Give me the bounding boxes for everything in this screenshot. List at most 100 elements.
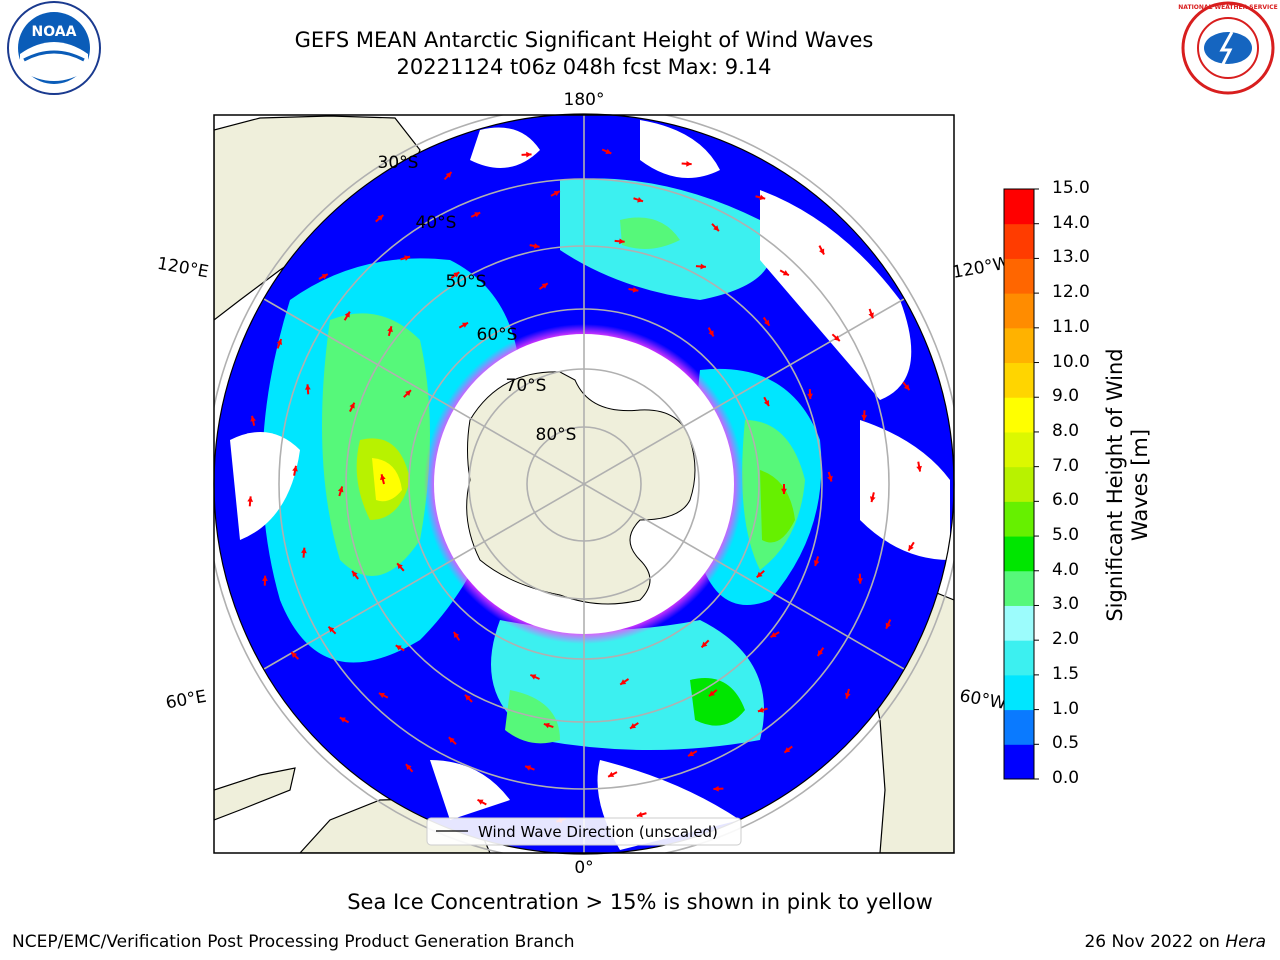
wave-arrow-head: [553, 191, 560, 197]
wave-arrow-head: [387, 326, 393, 333]
colorbar-tick-label: 10.0: [1052, 351, 1090, 372]
wave-arrow-head: [781, 488, 787, 494]
wave-arrow-head: [819, 248, 825, 255]
colorbar-tick-label: 3.0: [1052, 594, 1080, 615]
wave-arrow-head: [807, 393, 813, 400]
wave-arrow-head: [292, 465, 298, 472]
wave-arrow-head: [533, 243, 540, 249]
wave-arrow-head: [885, 622, 891, 629]
wave-arrow-head: [630, 723, 637, 729]
wave-arrow-head: [686, 160, 692, 167]
wave-arrow-head: [352, 570, 358, 577]
wave-arrow-head: [344, 311, 350, 318]
wave-arrow-head: [477, 799, 484, 805]
lon-label-0: 0°: [574, 858, 593, 878]
wave-arrow-head: [916, 465, 922, 472]
wave-arrow-head: [908, 544, 914, 551]
wave-arrow-head: [708, 690, 715, 697]
colorbar-swatch: [1004, 431, 1034, 468]
wave-arrow-head: [395, 645, 402, 651]
colorbar-tick-label: 5.0: [1052, 525, 1080, 546]
wave-arrow-head: [526, 151, 532, 158]
colorbar-tick-label: 6.0: [1052, 490, 1080, 511]
wave-arrow-head: [764, 319, 770, 326]
wave-arrow-head: [445, 172, 452, 178]
wave-arrow-head: [453, 631, 460, 638]
wave-arrow-head: [784, 747, 791, 753]
colorbar-swatch: [1004, 674, 1034, 711]
wave-arrow-head: [713, 785, 719, 792]
colorbar-tick-label: 9.0: [1052, 386, 1080, 407]
wave-arrow-head: [462, 322, 469, 328]
colorbar-frame: [1003, 188, 1035, 780]
wave-arrow-head: [465, 694, 471, 701]
colorbar-tick-label: 7.0: [1052, 455, 1080, 476]
noaa-logo: NOAA: [7, 1, 101, 95]
wave-arrow-head: [525, 765, 532, 771]
colorbar: [1003, 188, 1039, 780]
colorbar-title: Significant Height of Wind Waves [m]: [1103, 348, 1152, 622]
wave-arrow-head: [756, 571, 763, 578]
wave-arrow-head: [636, 811, 643, 818]
colorbar-tick-label: 1.0: [1052, 698, 1080, 719]
colorbar-tick-label: 2.0: [1052, 629, 1080, 650]
wave-arrow-head: [405, 764, 412, 771]
wave-arrow-head: [857, 578, 863, 584]
wave-arrow-head: [782, 270, 789, 276]
wave-arrow-head: [713, 225, 719, 232]
map-legend: Wind Wave Direction (unscaled): [426, 817, 742, 846]
wave-arrow-head: [380, 474, 386, 481]
lat-label-30s: 30°S: [378, 153, 419, 173]
wave-arrow-head: [321, 274, 328, 280]
colorbar-tick-label: 4.0: [1052, 559, 1080, 580]
wave-arrow-head: [247, 496, 254, 502]
colorbar-swatch: [1004, 223, 1034, 259]
graticule: [214, 115, 954, 853]
colorbar-swatch: [1004, 709, 1034, 745]
machine-name: Hera: [1225, 932, 1266, 952]
wave-arrow-head: [397, 563, 403, 570]
wave-arrow-head: [844, 692, 851, 699]
wave-arrow-head: [759, 194, 766, 201]
wave-arrow-head: [337, 486, 344, 493]
colorbar-swatch: [1004, 605, 1034, 641]
colorbar-swatch: [1004, 362, 1034, 398]
colorbar-swatch: [1004, 501, 1034, 537]
svg-text:NOAA: NOAA: [32, 24, 77, 40]
lat-label-40s: 40°S: [416, 213, 457, 233]
wave-arrow-head: [349, 402, 355, 409]
wave-arrow-head: [543, 722, 550, 729]
colorbar-swatch: [1004, 640, 1034, 676]
wave-arrow-head: [708, 330, 714, 337]
wave-arrow-head: [448, 737, 455, 743]
wave-arrow-head: [339, 717, 346, 723]
colorbar-swatch: [1004, 466, 1034, 502]
wave-arrow-head: [328, 626, 335, 633]
lat-label-80s: 80°S: [536, 425, 577, 445]
wave-arrow-head: [276, 339, 283, 345]
wave-arrow-head: [620, 679, 627, 685]
lon-label-120w: 120°W: [951, 253, 1012, 283]
lon-label-120e: 120°E: [156, 254, 210, 283]
wave-arrow-head: [377, 215, 384, 221]
wave-arrow-head: [813, 560, 820, 566]
wave-arrow-head: [903, 384, 910, 391]
colorbar-tick-label: 11.0: [1052, 316, 1090, 337]
producer-footer: NCEP/EMC/Verification Post Processing Pr…: [12, 932, 575, 952]
svg-text:NATIONAL WEATHER SERVICE: NATIONAL WEATHER SERVICE: [1178, 4, 1277, 11]
madagascar-land: [214, 767, 296, 821]
nws-logo: NATIONAL WEATHER SERVICE: [1178, 1, 1278, 95]
colorbar-tick-label: 13.0: [1052, 247, 1090, 268]
wave-arrow-head: [301, 547, 307, 554]
wave-arrow-head: [378, 692, 385, 699]
wave-direction-arrows: [247, 148, 922, 823]
wave-arrow-head: [291, 652, 298, 658]
wave-arrow-head: [757, 707, 764, 713]
map-frame: [213, 114, 955, 854]
wave-arrow-head: [474, 212, 481, 218]
wave-arrow-head: [262, 575, 268, 582]
wave-arrow-head: [605, 148, 612, 155]
wave-arrow-head: [637, 196, 644, 203]
wave-arrow-head: [608, 771, 615, 777]
